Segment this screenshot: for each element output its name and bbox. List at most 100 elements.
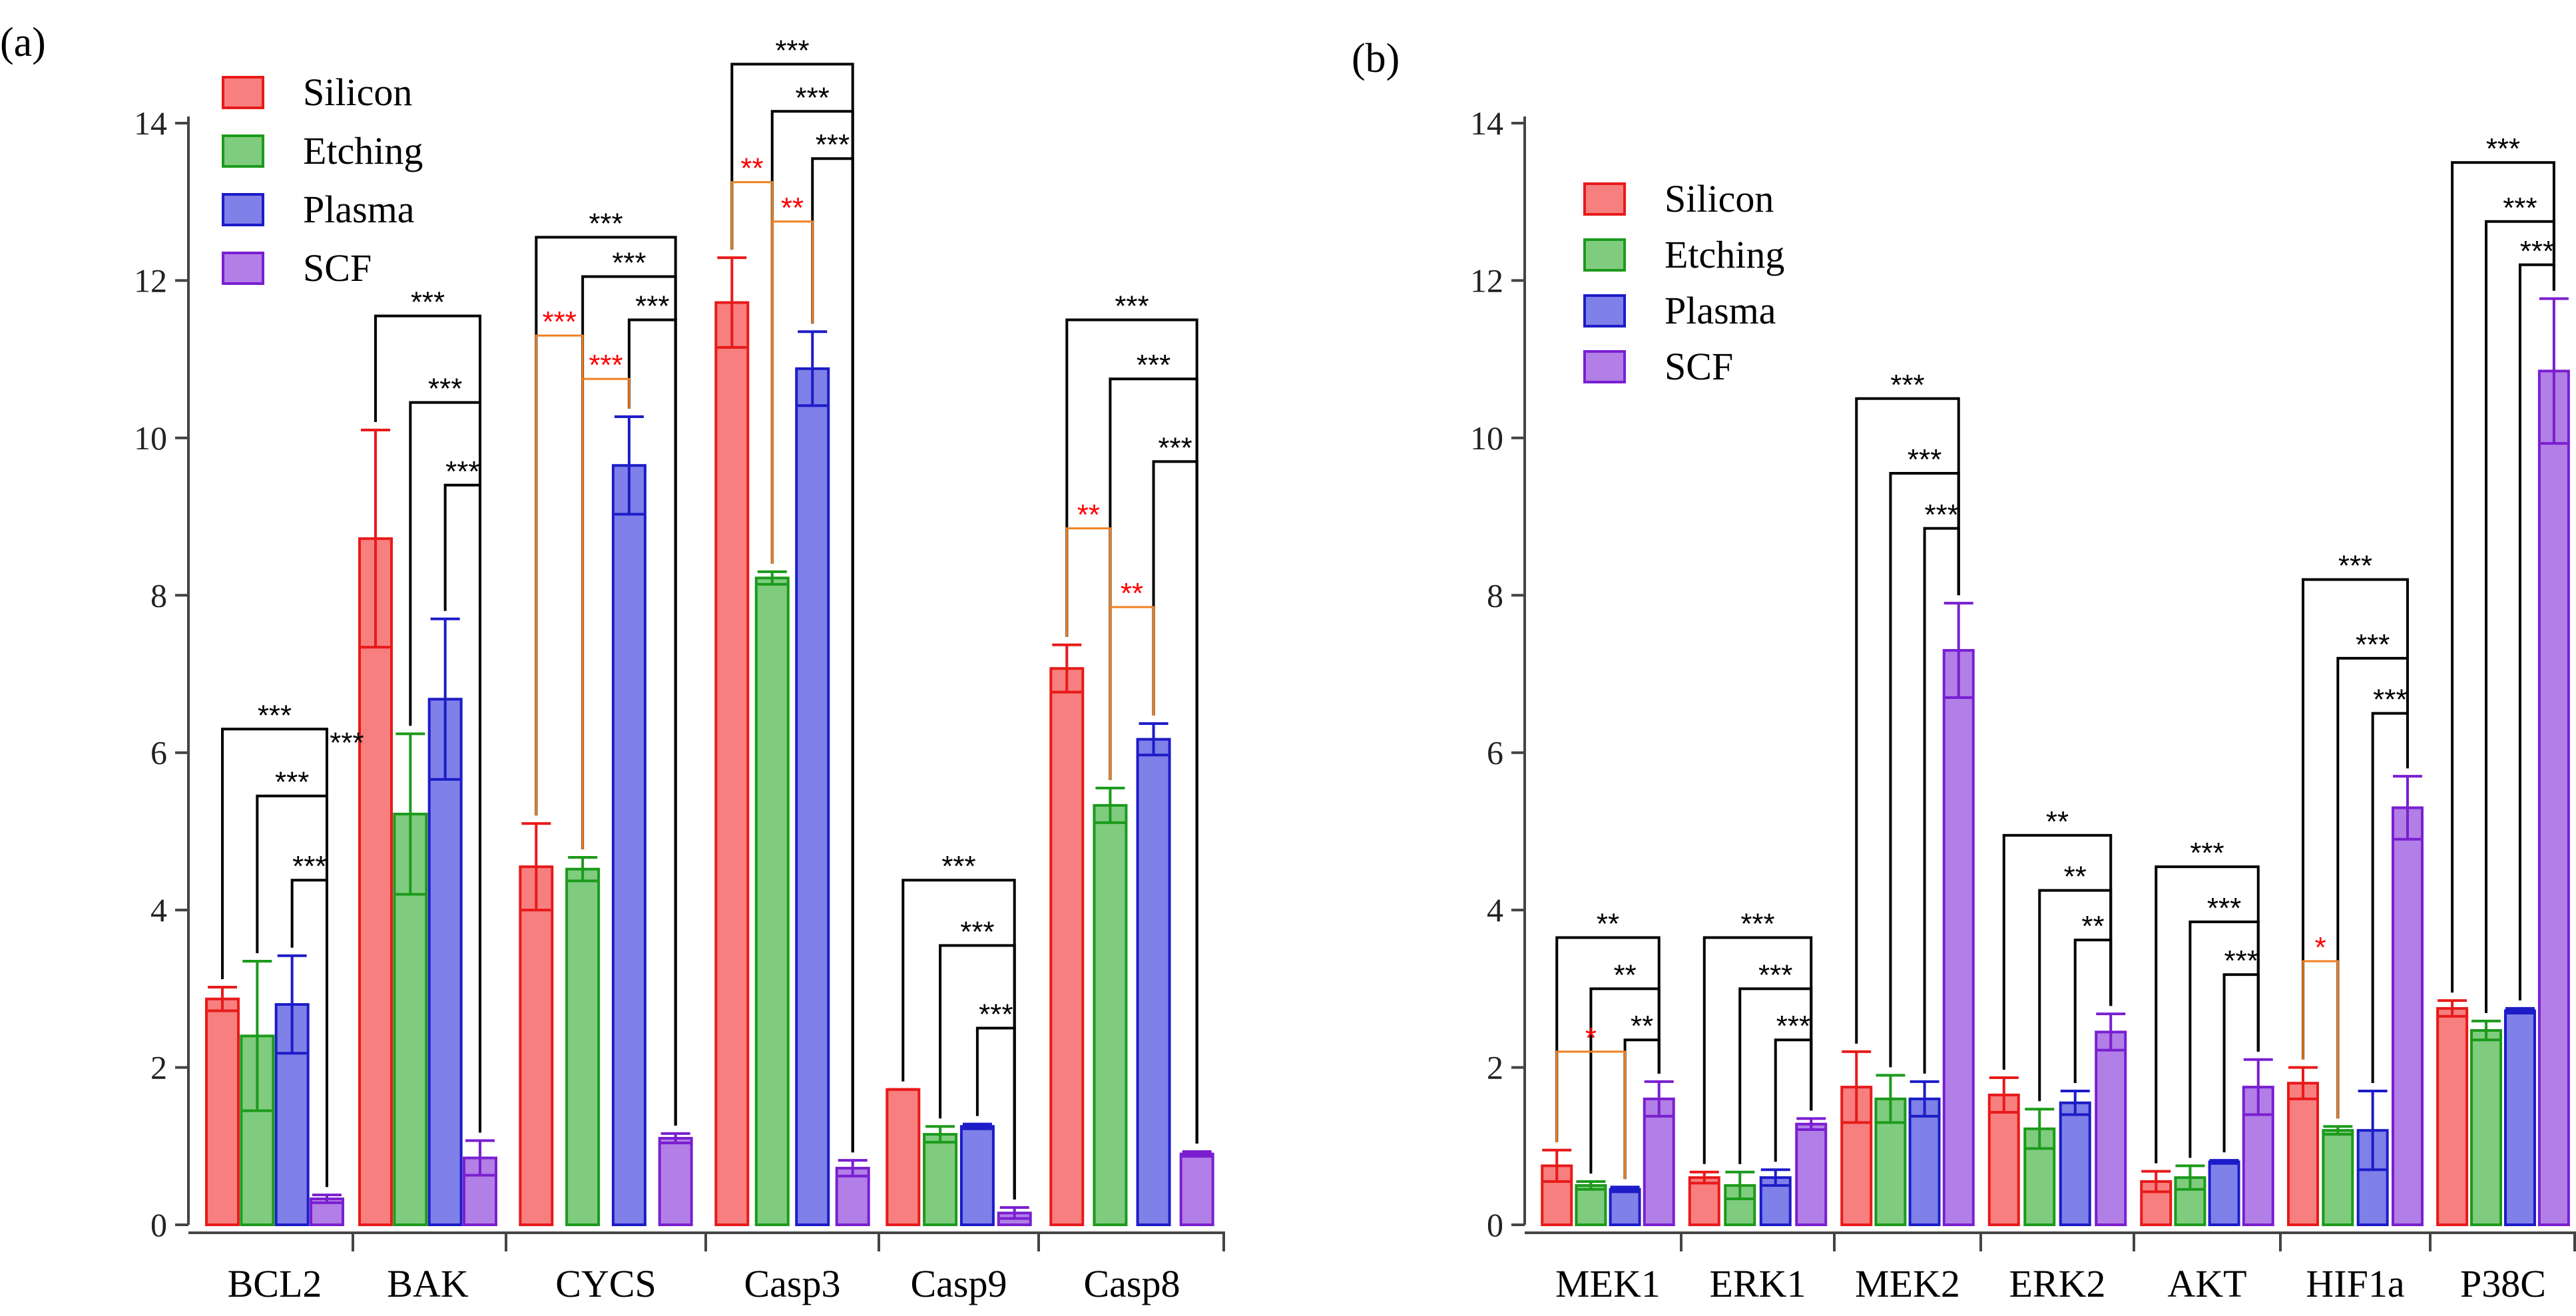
category-label-casp8: Casp8 [1084, 1262, 1180, 1305]
bar-hif1a-scf [2391, 806, 2424, 1226]
y-tick-label: 6 [150, 734, 167, 771]
panel-a-label: (a) [0, 20, 46, 65]
y-tick-label: 8 [150, 576, 167, 614]
significance-label-bcl2: *** [330, 727, 364, 760]
y-tick-label: 14 [1470, 105, 1503, 142]
significance-label-mek1: ** [1597, 908, 1619, 941]
significance-bracket-mek1 [1555, 1050, 1627, 1180]
bar-mek2-scf [1942, 649, 1975, 1226]
significance-bracket-p38c [2485, 220, 2555, 1013]
category-label-bcl2: BCL2 [228, 1262, 322, 1305]
significance-label-hif1a: *** [2373, 684, 2407, 716]
y-tick-label: 4 [150, 891, 167, 929]
bar-mek1-scf [1643, 1097, 1675, 1227]
bar-cycs-plasma [611, 464, 646, 1226]
panel-a-legend: Silicon Etching Plasma SCF [222, 71, 423, 290]
bar-cycs-scf [658, 1136, 693, 1226]
significance-label-cycs: *** [589, 207, 623, 240]
bar-casp9-silicon [886, 1088, 921, 1226]
significance-label-mek2: *** [1924, 499, 1958, 531]
panel-a-x-axis: BCL2 BAK CYCS Casp3 Casp9 Casp8 [188, 1231, 1225, 1305]
panel-a-y-axis: 0 2 4 6 8 10 12 14 [134, 105, 190, 1243]
significance-label-bcl2: *** [258, 699, 292, 732]
y-tick-label: 14 [134, 105, 167, 142]
bar-erk2-plasma [2059, 1101, 2091, 1226]
legend-label-etching: Etching [303, 129, 423, 172]
legend-swatch-plasma [1583, 294, 1626, 328]
bar-p38c-plasma [2503, 1009, 2536, 1226]
bar-bcl2-silicon [205, 997, 240, 1226]
significance-label-hif1a: * [2315, 931, 2326, 964]
bar-casp9-plasma [959, 1125, 995, 1227]
bar-bak-plasma [427, 698, 463, 1227]
significance-label-mek1: * [1585, 1022, 1597, 1054]
significance-label-bak: *** [411, 286, 445, 319]
bar-p38c-silicon [2436, 1006, 2469, 1227]
legend-label-scf: SCF [1665, 345, 1733, 388]
legend-label-plasma: Plasma [1665, 289, 1776, 332]
significance-bracket-hif1a [2371, 712, 2409, 1084]
panel-b-x-axis: MEK1 ERK1 MEK2 ERK2 AKT HIF1a P38C [1525, 1231, 2576, 1305]
category-label-bak: BAK [387, 1262, 469, 1305]
bar-casp3-scf [835, 1166, 870, 1227]
significance-label-bak: *** [445, 455, 479, 488]
bar-erk2-silicon [1987, 1093, 2020, 1226]
panel-b-legend: Silicon Etching Plasma SCF [1583, 177, 1784, 388]
significance-label-akt: *** [2190, 837, 2224, 869]
y-tick-label: 10 [134, 419, 167, 457]
bar-casp3-etching [754, 576, 790, 1226]
significance-label-casp9: *** [941, 850, 975, 883]
y-tick-label: 4 [1487, 891, 1503, 929]
panel-b-bars [1541, 297, 2570, 1227]
legend-swatch-plasma [222, 193, 264, 226]
bar-casp9-etching [923, 1133, 958, 1227]
significance-label-cycs: *** [612, 247, 646, 280]
significance-label-erk1: *** [1776, 1010, 1810, 1042]
significance-label-mek1: ** [1631, 1010, 1653, 1042]
bar-hif1a-etching [2322, 1129, 2354, 1226]
significance-bracket-mek1 [1589, 987, 1661, 1174]
bar-mek1-etching [1575, 1184, 1607, 1226]
bar-casp3-silicon [714, 301, 750, 1226]
significance-label-cycs: *** [589, 349, 623, 381]
bar-casp8-scf [1179, 1152, 1214, 1227]
significance-label-casp8: *** [1137, 349, 1170, 381]
significance-label-mek2: *** [1890, 369, 1924, 401]
significance-bracket-casp9 [975, 1026, 1016, 1200]
legend-label-silicon: Silicon [1665, 177, 1774, 220]
y-tick-label: 12 [1470, 262, 1503, 299]
category-label-erk1: ERK1 [1710, 1262, 1806, 1305]
significance-bracket-erk1 [1774, 1038, 1813, 1162]
legend-swatch-etching [1583, 238, 1626, 272]
bar-casp8-silicon [1049, 667, 1085, 1226]
significance-label-casp3: *** [775, 34, 809, 67]
y-tick-label: 12 [134, 262, 167, 299]
significance-label-casp8: ** [1121, 577, 1143, 610]
legend-swatch-scf [222, 252, 264, 285]
significance-label-akt: *** [2224, 945, 2258, 977]
bar-cycs-silicon [519, 865, 554, 1226]
bar-erk1-silicon [1688, 1176, 1720, 1226]
bar-akt-plasma [2208, 1160, 2240, 1227]
bar-erk2-scf [2095, 1030, 2127, 1226]
significance-label-casp9: *** [979, 998, 1013, 1030]
legend-label-silicon: Silicon [303, 71, 412, 114]
significance-label-casp3: ** [740, 152, 763, 185]
significance-label-mek2: *** [1908, 443, 1941, 476]
significance-label-mek1: ** [1613, 959, 1636, 991]
significance-bracket-erk1 [1702, 936, 1813, 1164]
bar-casp8-etching [1093, 803, 1128, 1226]
significance-label-cycs: *** [543, 306, 577, 338]
significance-bracket-erk2 [2002, 833, 2113, 1070]
significance-label-hif1a: *** [2338, 550, 2372, 582]
significance-label-bak: *** [428, 373, 462, 405]
significance-bracket-casp3 [771, 220, 814, 564]
category-label-hif1a: HIF1a [2306, 1262, 2404, 1305]
category-label-mek1: MEK1 [1555, 1262, 1661, 1305]
category-label-akt: AKT [2167, 1262, 2246, 1305]
bar-erk1-scf [1795, 1122, 1828, 1226]
significance-label-hif1a: *** [2356, 628, 2390, 661]
y-tick-label: 10 [1470, 419, 1503, 457]
bar-hif1a-silicon [2287, 1082, 2320, 1226]
